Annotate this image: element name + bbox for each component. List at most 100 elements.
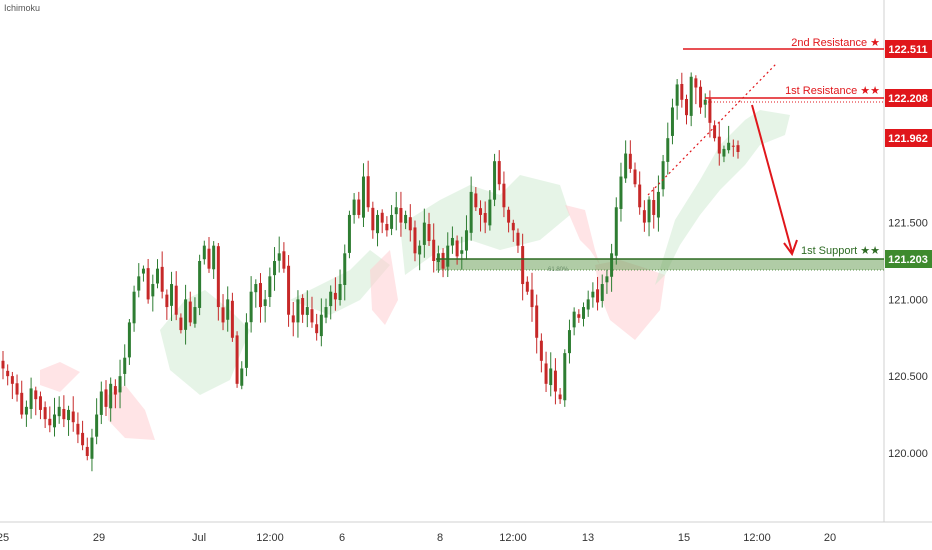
candle-body	[689, 76, 693, 116]
price-axis[interactable]: 120.000 120.500 121.000 121.500	[888, 218, 928, 460]
price-tag-bg	[885, 129, 932, 147]
candle	[703, 93, 707, 118]
time-tick-label: 20	[824, 532, 836, 544]
candle-body	[282, 251, 286, 269]
candle-body	[736, 145, 740, 152]
candle-body	[249, 291, 253, 323]
trendline[interactable]	[647, 63, 777, 196]
candle-body	[666, 138, 670, 162]
candle-body	[460, 250, 464, 254]
time-tick-label: 6	[339, 532, 345, 544]
candle	[221, 294, 225, 331]
candle	[277, 236, 281, 273]
candle-body	[357, 199, 361, 215]
candle	[488, 190, 492, 231]
candle-body	[539, 340, 543, 361]
candle	[479, 200, 483, 232]
candle	[310, 296, 314, 328]
candle-body	[563, 353, 567, 401]
candle-body	[708, 98, 712, 123]
candle-body	[29, 388, 33, 409]
candle	[408, 204, 412, 242]
candle-body	[624, 153, 628, 179]
candle	[390, 205, 394, 236]
candle-body	[90, 437, 94, 459]
candle	[418, 240, 422, 271]
candle	[132, 285, 136, 332]
candle-body	[118, 376, 122, 393]
candle	[81, 420, 85, 451]
candle-body	[81, 432, 85, 446]
time-axis[interactable]: 25 29 Jul 12:00 6 8 12:00 13 15 12:00 20	[0, 532, 836, 544]
candle-body	[273, 261, 277, 276]
candle-body	[474, 193, 478, 208]
candle-body	[15, 383, 19, 395]
candle	[502, 171, 506, 218]
candle	[62, 395, 66, 428]
candle-body	[277, 253, 281, 261]
candle	[160, 251, 164, 299]
candle-body	[464, 230, 468, 251]
candle-body	[376, 214, 380, 234]
candle-body	[137, 276, 141, 291]
candle	[450, 226, 454, 254]
candle-body	[301, 298, 305, 315]
candle	[717, 121, 721, 166]
candle-body	[254, 284, 258, 293]
candle	[516, 228, 520, 253]
resistance-1-label: 1st Resistance ★★	[785, 85, 880, 97]
candle-body	[198, 261, 202, 308]
candle	[633, 162, 637, 188]
candle	[38, 391, 42, 420]
candle	[244, 313, 248, 377]
candle	[202, 240, 206, 265]
candle-body	[221, 307, 225, 323]
candle-body	[404, 214, 408, 224]
candle-body	[24, 406, 28, 415]
candle	[315, 313, 319, 341]
candle-body	[488, 199, 492, 226]
candle-body	[202, 245, 206, 260]
candle	[90, 428, 94, 472]
candle-body	[685, 98, 689, 116]
candle	[399, 191, 403, 237]
candle	[174, 271, 178, 321]
candle-body	[535, 305, 539, 338]
candle	[226, 286, 230, 332]
candle	[680, 72, 684, 108]
time-tick-label: 8	[437, 532, 443, 544]
candle-body	[699, 86, 703, 108]
candle-body	[432, 239, 436, 261]
candle-body	[165, 294, 169, 308]
candle-body	[675, 84, 679, 106]
candle-body	[226, 299, 230, 320]
price-tag-current: 121.962	[885, 129, 932, 147]
candle-body	[76, 423, 80, 435]
candle	[394, 191, 398, 231]
candle-body	[525, 281, 529, 292]
candle	[301, 294, 305, 323]
candle	[296, 290, 300, 338]
candle	[624, 140, 628, 183]
candle	[689, 72, 693, 127]
candle	[67, 405, 71, 436]
candle-body	[216, 246, 220, 308]
candle	[432, 223, 436, 273]
candle	[268, 267, 272, 307]
indicator-label: Ichimoku	[4, 3, 41, 13]
candle-body	[380, 212, 384, 223]
candle-body	[315, 324, 319, 334]
candle-body	[352, 199, 356, 216]
candle	[422, 208, 426, 258]
candle	[539, 333, 543, 373]
candle-body	[109, 383, 113, 409]
candle	[511, 219, 515, 242]
candle-body	[305, 307, 309, 315]
candle	[628, 140, 632, 173]
candle-body	[727, 142, 731, 151]
candle-body	[263, 299, 267, 306]
candlestick-series	[1, 72, 740, 472]
candle-body	[67, 409, 71, 421]
candle-body	[104, 389, 108, 407]
